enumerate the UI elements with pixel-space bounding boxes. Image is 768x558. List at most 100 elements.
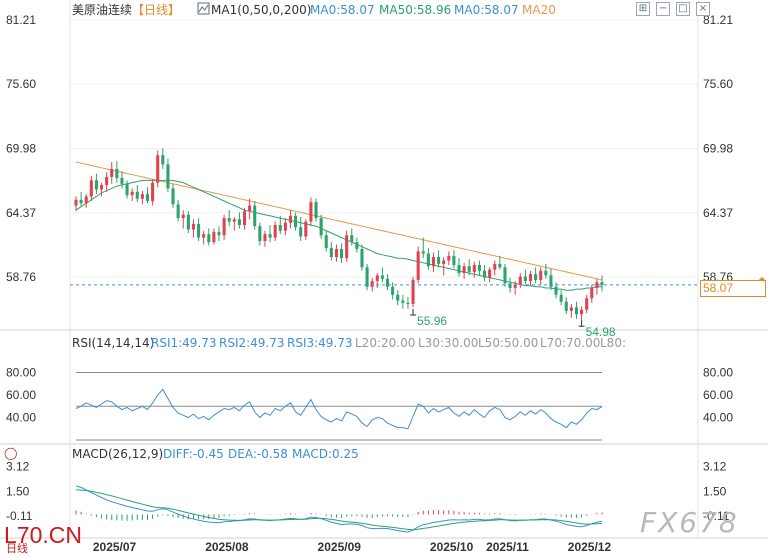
macd-legend-item: DEA:-0.58 — [228, 447, 288, 461]
candle-body — [181, 214, 185, 219]
candle-body — [483, 270, 487, 278]
candle-body — [329, 247, 333, 258]
candle-body — [74, 199, 78, 206]
candle-body — [242, 211, 247, 225]
candle-body — [472, 265, 476, 272]
candle-body — [105, 176, 109, 185]
price-ytick-left: 81.21 — [6, 13, 36, 27]
ma-indicator-label[interactable]: MA1(0,50,0,200) — [211, 3, 311, 17]
candle-body — [263, 234, 267, 242]
candle-body — [217, 231, 221, 236]
candle-body — [569, 307, 573, 311]
candle-body — [84, 196, 88, 204]
candle-body — [508, 283, 512, 288]
watermark-logo-right: FX678 — [640, 506, 739, 539]
candle-body — [437, 257, 441, 264]
candle-body — [528, 274, 533, 282]
candle-body — [253, 205, 257, 227]
candle-body — [360, 249, 364, 268]
candle-body — [477, 265, 481, 271]
symbol-name[interactable]: 美原油连续 — [72, 2, 132, 17]
expand-icon[interactable]: ⊞ — [636, 2, 650, 16]
candle-body — [518, 276, 522, 285]
candle-body — [385, 278, 390, 287]
macd-legend-item: MACD:0.25 — [292, 447, 359, 461]
candle-body — [462, 266, 466, 274]
price-ytick-right: 69.98 — [703, 142, 733, 156]
price-ytick-right: 64.37 — [703, 206, 733, 220]
candle-body — [94, 180, 98, 190]
candle-body — [227, 218, 231, 222]
candle-body — [595, 282, 599, 288]
candle-body — [411, 279, 415, 304]
macd-diff-line — [75, 485, 603, 533]
candle-body — [350, 235, 354, 243]
candle-body — [513, 284, 517, 288]
candle-body — [140, 194, 144, 199]
candle-body — [498, 263, 502, 268]
candle-body — [391, 286, 395, 295]
last-price-tag: 58.07 — [700, 280, 766, 297]
ma-value-1: MA50:58.96 — [379, 3, 451, 17]
candle-body — [324, 235, 328, 248]
candle-body — [447, 255, 451, 261]
rsi-panel — [75, 372, 603, 441]
rsi-ytick-right: 60.00 — [703, 388, 733, 402]
candle-body — [232, 219, 236, 222]
price-ytick-left: 64.37 — [6, 206, 36, 220]
watermark-logo-left: L70.CN — [4, 522, 82, 548]
macd-title[interactable]: MACD(26,12,9) — [72, 447, 163, 461]
candle-body — [120, 178, 124, 184]
x-tick-label: 2025/07 — [93, 540, 137, 554]
rsi-legend-item: L70:70.00 — [540, 336, 600, 350]
candle-body — [590, 287, 594, 299]
legend-line: 美原油连续【日线】 — [72, 2, 180, 17]
candle-body — [554, 286, 558, 295]
candle-body — [442, 260, 446, 264]
x-tick-label: 2025/10 — [430, 540, 474, 554]
candle-body — [268, 234, 272, 238]
macd-panel — [75, 485, 603, 533]
candle-body — [421, 251, 425, 254]
ma200-line — [75, 161, 603, 281]
axis-labels: 81.21 81.21 75.60 75.60 69.98 69.98 64.37 64.37… — [6, 13, 733, 554]
candle-body — [248, 205, 252, 212]
candle-body — [334, 249, 338, 258]
candle-body — [304, 221, 308, 237]
candle-body — [452, 255, 456, 266]
candle-body — [600, 282, 604, 285]
candle-body — [406, 302, 410, 304]
candle-body — [585, 298, 589, 310]
rsi-title[interactable]: RSI(14,14,14) — [72, 336, 154, 350]
candle-body — [79, 199, 83, 204]
period-label[interactable]: 【日线】 — [132, 3, 180, 17]
candle-body — [166, 164, 170, 189]
candle-body — [488, 269, 492, 278]
close-icon[interactable]: × — [696, 2, 710, 16]
alarm-icon[interactable]: ◯ — [4, 446, 18, 460]
macd-ytick-right: 3.12 — [703, 459, 727, 473]
candle-body — [294, 215, 298, 228]
candle-body — [580, 309, 584, 315]
rsi-legend-item: RSI2:49.73 — [219, 336, 285, 350]
price-panel: 55.96 54.98 — [70, 19, 766, 339]
candle-body — [559, 294, 563, 302]
price-ytick-right: 81.21 — [703, 13, 733, 27]
candle-body — [396, 294, 400, 301]
candle-body — [237, 219, 241, 225]
candle-body — [299, 227, 303, 237]
minus-icon[interactable]: − — [656, 2, 670, 16]
macd-ytick-left: -0.11 — [6, 509, 33, 523]
square-icon[interactable]: □ — [676, 2, 690, 16]
rsi-legend-item: L20:20.00 — [355, 336, 415, 350]
candle-body — [202, 234, 206, 238]
candle-body — [156, 155, 160, 183]
candle-body — [151, 182, 155, 201]
candle-body — [130, 191, 134, 196]
x-tick-label: 2025/11 — [486, 540, 529, 554]
rsi-legend-item: RSI1:49.73 — [151, 336, 217, 350]
candle-body — [340, 249, 344, 259]
ma-indicator-icon — [197, 2, 210, 15]
candle-body — [426, 253, 430, 267]
x-tick-label: 2025/09 — [318, 540, 362, 554]
